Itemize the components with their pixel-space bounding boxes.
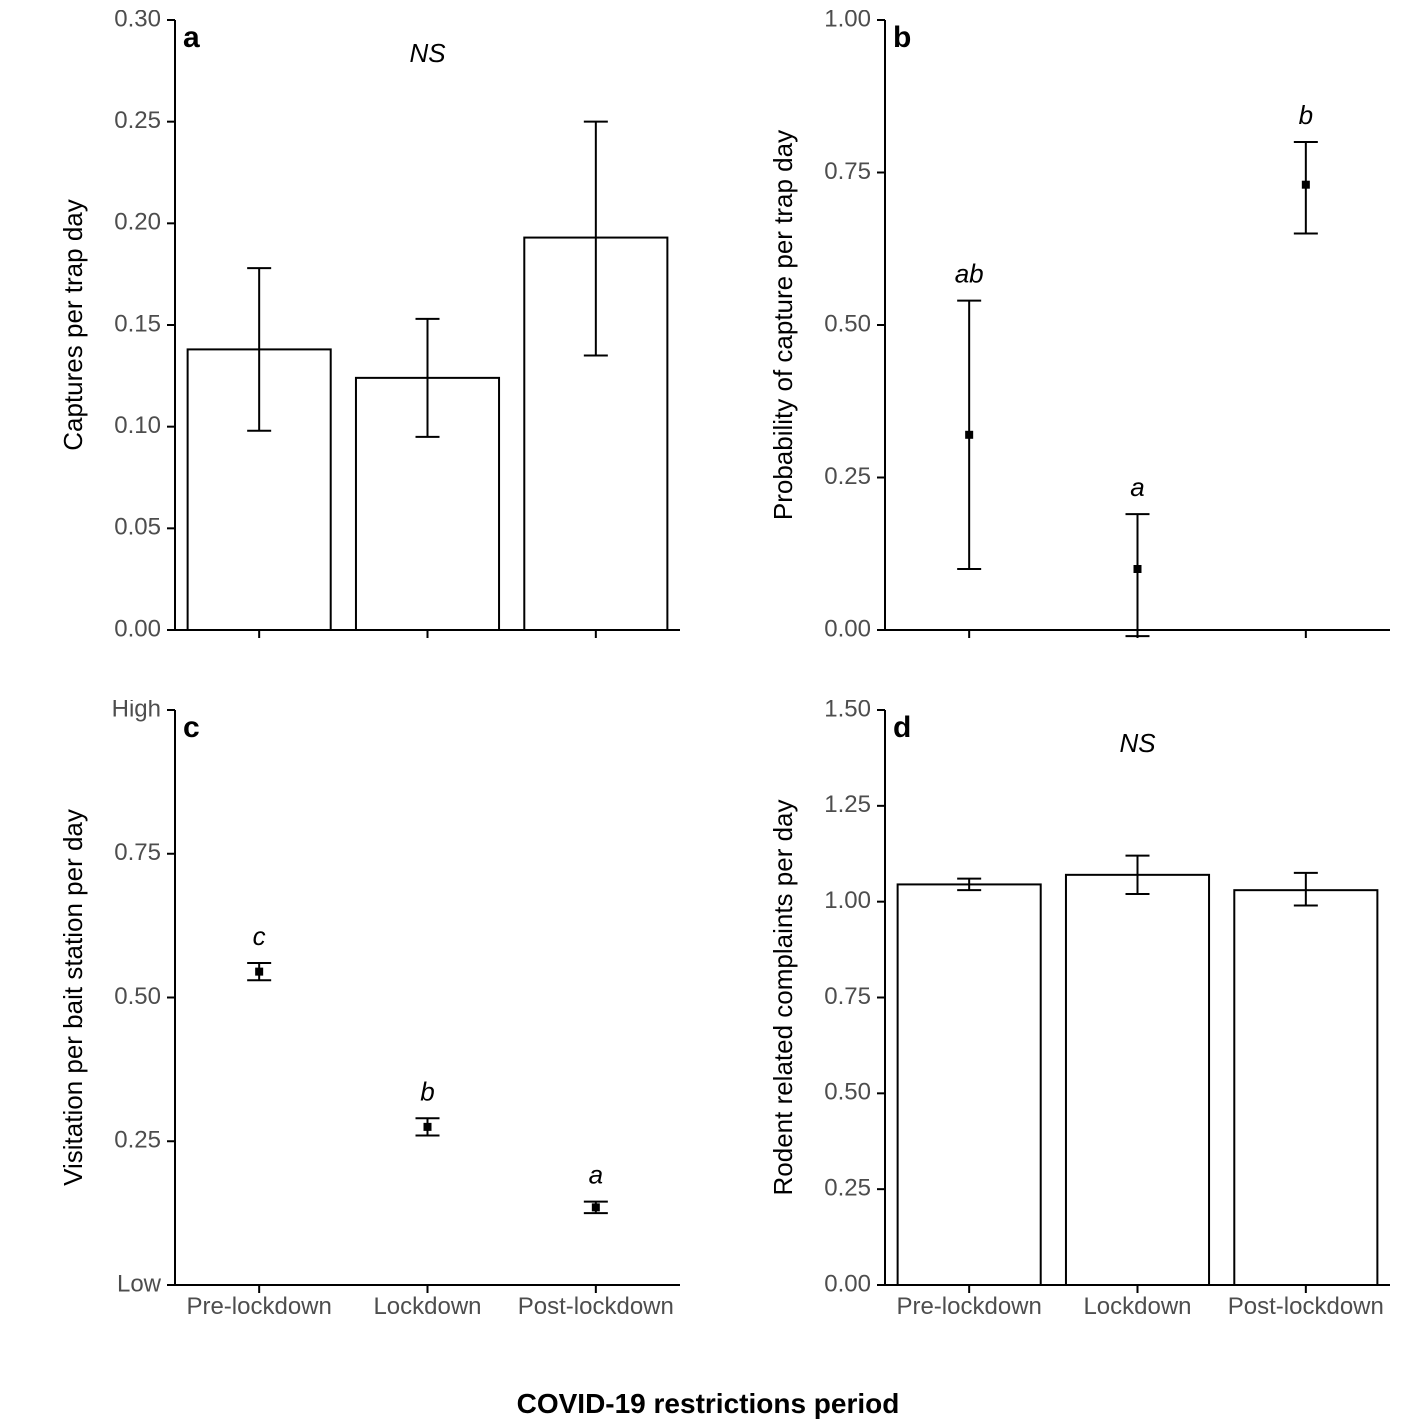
x-tick-label: Lockdown [1083,1293,1191,1320]
y-tick-label: 0.25 [114,1127,161,1154]
data-point [965,431,973,439]
y-tick-label: 0.25 [824,1175,871,1202]
panel-letter: c [183,711,200,744]
bar [898,884,1041,1285]
y-tick-label: 1.00 [824,887,871,914]
y-tick-label: 0.00 [824,615,871,642]
group-annotation: a [589,1160,603,1190]
y-axis-label: Probability of capture per trap day [770,130,798,520]
group-annotation: c [253,921,266,951]
y-tick-label: 0.15 [114,310,161,337]
x-tick-label: Pre-lockdown [896,1293,1041,1320]
y-tick-label: 1.50 [824,700,871,722]
group-annotation: ab [955,259,984,289]
y-tick-label: 0.10 [114,412,161,439]
panel-letter: a [183,21,200,54]
y-tick-label: 1.00 [824,10,871,32]
panel-d: 0.00 0.25 0.50 0.75 1.00 1.25 1.50 Rodent relat… [770,700,1400,1340]
x-tick-label: Lockdown [373,1293,481,1320]
y-tick-label: 0.75 [114,839,161,866]
y-tick-label: 0.00 [824,1270,871,1297]
y-tick-label: Low [117,1270,162,1297]
group-annotation: b [1299,100,1313,130]
panel-letter: d [893,711,911,744]
data-point [1302,181,1310,189]
y-tick-label: 0.50 [824,310,871,337]
ns-annotation: NS [409,38,446,68]
x-tick-label: Post-lockdown [1228,1293,1384,1320]
y-tick-label: 1.25 [824,791,871,818]
y-tick-label: 0.50 [824,1079,871,1106]
x-tick-label: Pre-lockdown [186,1293,331,1320]
data-point [1134,565,1142,573]
panel-letter: b [893,21,911,54]
group-annotation: a [1130,472,1144,502]
x-tick-label: Post-lockdown [518,1293,674,1320]
panel-c: Low 0.25 0.50 0.75 High Visitation per bait s… [60,700,690,1340]
y-axis-label: Visitation per bait station per day [60,809,88,1186]
bar [1234,890,1377,1285]
data-point [424,1123,432,1131]
bar [1066,875,1209,1285]
y-tick-label: 0.00 [114,615,161,642]
y-tick-label: 0.75 [824,158,871,185]
group-annotation: b [420,1076,434,1106]
shared-x-axis-title: COVID-19 restrictions period [0,1388,1416,1420]
panel-a: 0.00 0.05 0.10 0.15 0.20 0.25 0.30 Captures per… [60,10,690,650]
panel-b: 0.00 0.25 0.50 0.75 1.00 Probability of captu… [770,10,1400,650]
y-tick-label: 0.75 [824,983,871,1010]
y-tick-label: 0.25 [114,107,161,134]
ns-annotation: NS [1119,728,1156,758]
y-axis-label: Rodent related complaints per day [770,799,798,1195]
y-axis-label: Captures per trap day [60,199,88,450]
data-point [592,1203,600,1211]
figure-container: 0.00 0.05 0.10 0.15 0.20 0.25 0.30 Captures per… [0,0,1416,1428]
y-tick-label: 0.20 [114,209,161,236]
data-point [255,968,263,976]
y-tick-label: 0.50 [114,983,161,1010]
y-tick-label: 0.05 [114,514,161,541]
y-tick-label: High [112,700,161,722]
y-tick-label: 0.30 [114,10,161,32]
y-tick-label: 0.25 [824,463,871,490]
